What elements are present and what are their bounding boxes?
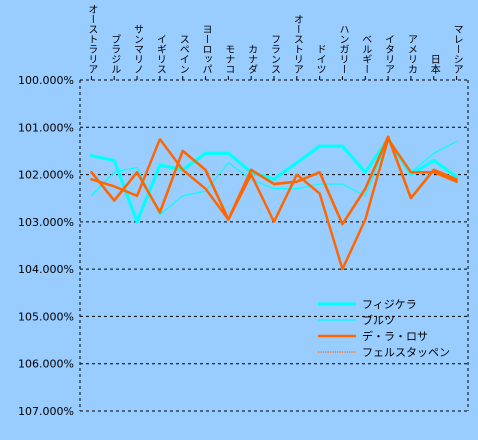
legend-label: デ・ラ・ロサ bbox=[362, 329, 428, 343]
x-tick-label: オーストリア bbox=[291, 14, 302, 74]
y-tick-label: 101.000% bbox=[18, 121, 74, 134]
y-tick-label: 103.000% bbox=[18, 216, 74, 229]
x-tick-label: フランス bbox=[269, 34, 280, 74]
y-tick-label: 104.000% bbox=[18, 263, 74, 276]
legend-label: フィジケラ bbox=[362, 298, 417, 311]
x-tick-label: ブラジル bbox=[109, 33, 121, 74]
x-tick-label: オーストラリア bbox=[86, 4, 97, 74]
y-tick-label: 105.000% bbox=[18, 310, 74, 323]
legend-label: フェルスタッペン bbox=[362, 346, 450, 359]
legend-label: ブルツ bbox=[362, 313, 395, 327]
series-line-3 bbox=[90, 137, 458, 271]
x-tick-label: ベルギー bbox=[360, 34, 372, 74]
x-tick-label: ヨーロッパ bbox=[200, 24, 212, 74]
y-tick-label: 107.000% bbox=[18, 405, 74, 418]
x-tick-label: アメリカ bbox=[405, 34, 416, 74]
x-tick-label: モナコ bbox=[223, 44, 234, 74]
y-tick-label: 100.000% bbox=[18, 74, 74, 87]
series-line-2 bbox=[90, 135, 458, 226]
x-tick-label: イタリア bbox=[383, 34, 395, 74]
x-tick-label: ドイツ bbox=[314, 44, 326, 74]
x-tick-label: スペイン bbox=[177, 34, 189, 74]
x-tick-label: マレーシア bbox=[451, 24, 462, 74]
x-tick-label: カナダ bbox=[246, 44, 258, 74]
x-tick-label: 日本 bbox=[428, 54, 440, 75]
x-tick-label: サンマリノ bbox=[132, 24, 144, 74]
x-tick-label: ハンガリー bbox=[337, 24, 349, 74]
y-tick-label: 102.000% bbox=[18, 169, 74, 182]
y-tick-label: 106.000% bbox=[18, 358, 74, 371]
x-tick-label: イギリス bbox=[154, 34, 166, 74]
